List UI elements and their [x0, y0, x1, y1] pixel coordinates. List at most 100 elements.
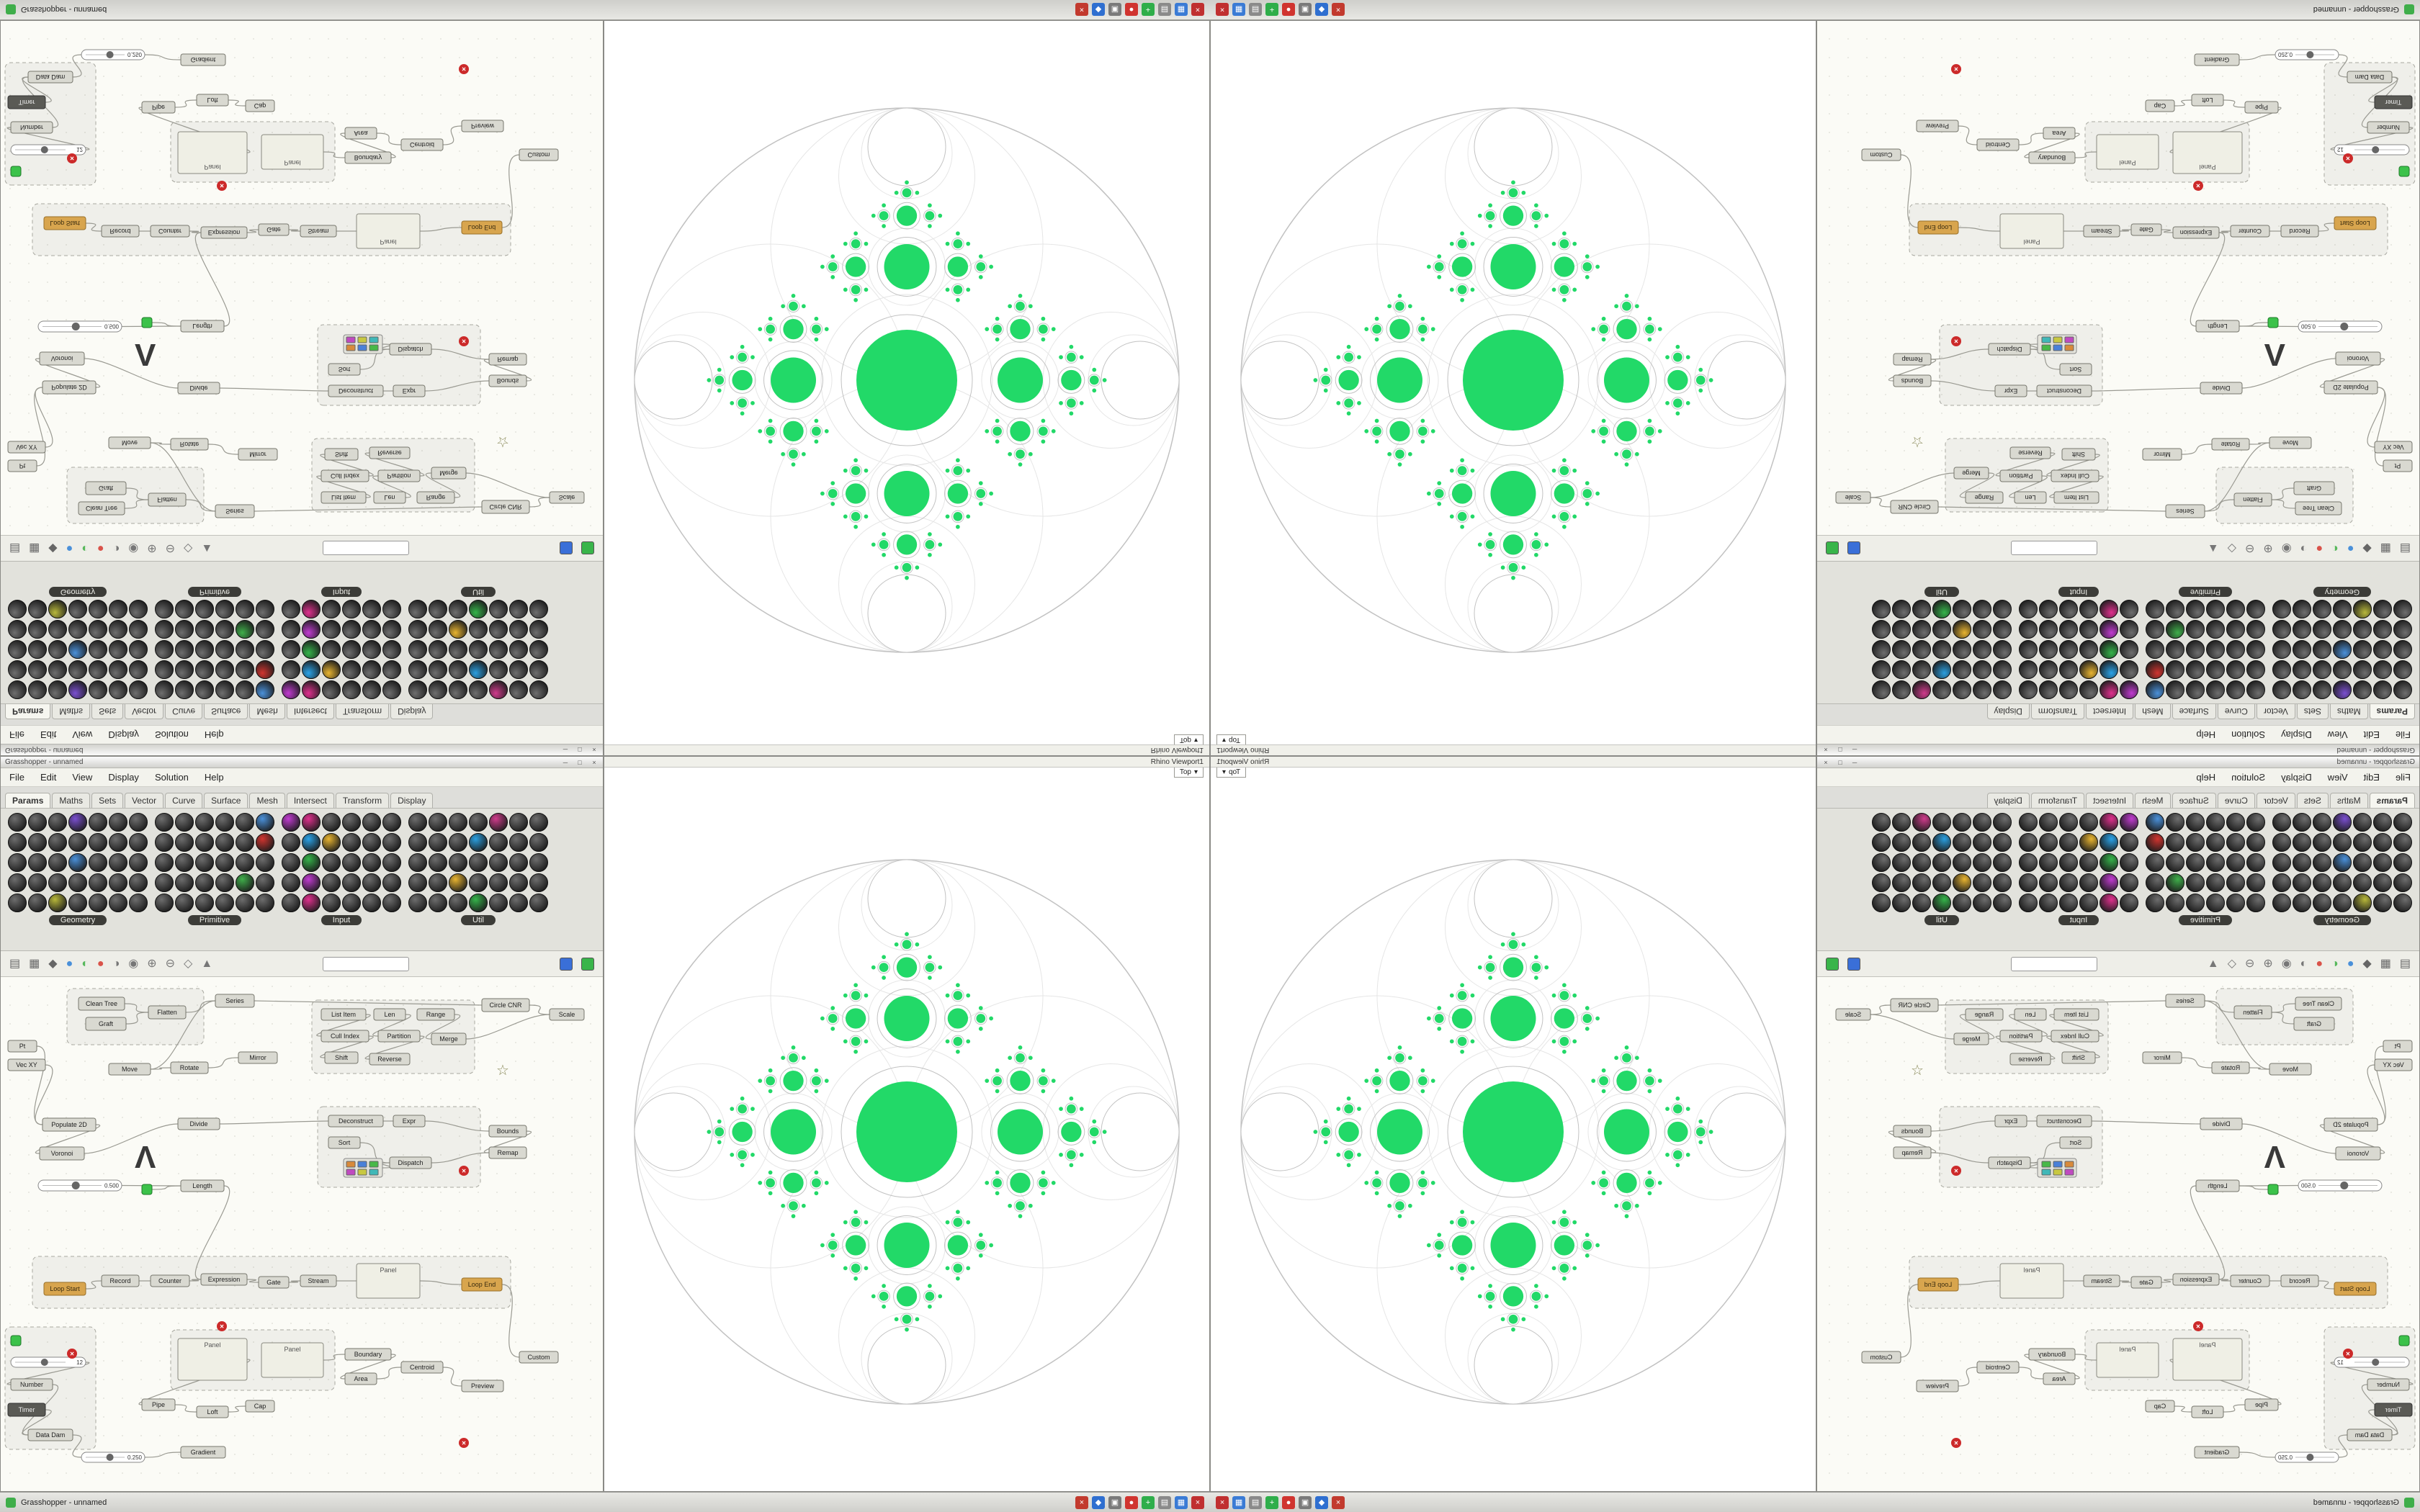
gh-node[interactable]: Expr — [1994, 384, 2027, 397]
grasshopper-taskbar-icon[interactable] — [6, 1497, 16, 1508]
gh-node[interactable]: Pt — [7, 459, 37, 472]
gh-node[interactable]: Circle CNR — [481, 998, 530, 1012]
component-icon[interactable] — [1932, 660, 1951, 679]
tab-params[interactable]: Params — [5, 793, 51, 808]
gh-node[interactable]: × — [1951, 64, 1961, 74]
component-icon[interactable] — [256, 833, 274, 852]
component-icon[interactable] — [2099, 833, 2118, 852]
component-icon[interactable] — [2059, 833, 2078, 852]
gh-node[interactable]: Custom — [1861, 1351, 1901, 1364]
gh-node[interactable]: Voronoi — [2335, 1146, 2381, 1161]
gh-node[interactable]: Clean Tree — [78, 996, 125, 1011]
component-icon[interactable] — [342, 894, 361, 912]
component-icon[interactable] — [2226, 620, 2245, 639]
gh-node[interactable] — [2037, 1158, 2077, 1178]
component-icon[interactable] — [1973, 620, 1991, 639]
component-icon[interactable] — [529, 873, 548, 892]
component-icon[interactable] — [236, 620, 254, 639]
gh-node[interactable]: Loop End — [461, 1277, 503, 1292]
gh-canvas-graph[interactable]: Clean Tree Graft Flatten Series List Item Len… — [1817, 977, 2419, 1493]
component-icon[interactable] — [195, 894, 214, 912]
component-icon[interactable] — [2272, 873, 2291, 892]
tray-app-silver[interactable]: ▤ — [1249, 3, 1262, 17]
gh-node[interactable]: Remap — [488, 1146, 527, 1159]
maximize-button[interactable]: □ — [1838, 758, 1842, 766]
preview-shaded-icon[interactable]: ● — [2347, 542, 2354, 555]
gh-node[interactable]: Series — [215, 504, 255, 518]
component-icon[interactable] — [1973, 600, 1991, 618]
component-icon[interactable] — [1953, 873, 1971, 892]
minimize-button[interactable]: ─ — [1852, 746, 1857, 754]
gh-node[interactable] — [2398, 1335, 2410, 1346]
component-icon[interactable] — [2079, 620, 2098, 639]
gh-node[interactable]: Clean Tree — [78, 501, 125, 516]
component-icon[interactable] — [382, 873, 401, 892]
gh-node[interactable]: Shift — [2061, 1051, 2096, 1064]
component-icon[interactable] — [2313, 640, 2331, 659]
component-icon[interactable] — [2059, 873, 2078, 892]
view-settings-icon[interactable]: ◉ — [2281, 957, 2292, 970]
component-icon[interactable] — [529, 620, 548, 639]
preview-wireframe-icon[interactable]: ◐ — [2331, 957, 2339, 970]
tab-mesh[interactable]: Mesh — [249, 793, 285, 808]
gh-node[interactable]: ☆ — [496, 433, 509, 449]
component-icon[interactable] — [2019, 680, 2038, 699]
component-icon[interactable] — [509, 813, 528, 832]
component-icon[interactable] — [256, 640, 274, 659]
component-icon[interactable] — [469, 620, 488, 639]
component-icon[interactable] — [129, 680, 148, 699]
component-icon[interactable] — [529, 600, 548, 618]
gh-node[interactable]: × — [2193, 1321, 2203, 1331]
component-icon[interactable] — [2226, 680, 2245, 699]
canvas-widget-blue[interactable] — [560, 541, 573, 555]
component-icon[interactable] — [509, 600, 528, 618]
component-icon[interactable] — [2146, 600, 2164, 618]
gh-node[interactable]: Merge — [431, 467, 467, 480]
tab-mesh[interactable]: Mesh — [249, 704, 285, 719]
gh-node[interactable]: Preview — [1916, 120, 1959, 132]
gh-node[interactable]: Expression — [200, 1273, 248, 1286]
gh-node[interactable]: Pt — [2383, 1040, 2413, 1053]
preview-wireframe-icon[interactable]: ◐ — [81, 542, 89, 555]
menu-view[interactable]: View — [72, 729, 93, 740]
gh-node[interactable]: × — [459, 1166, 469, 1176]
component-icon[interactable] — [2272, 853, 2291, 872]
component-icon[interactable] — [1892, 600, 1911, 618]
component-icon[interactable] — [28, 853, 47, 872]
tab-maths[interactable]: Maths — [2329, 793, 2368, 808]
component-icon[interactable] — [529, 660, 548, 679]
taskbar-window-title[interactable]: Grasshopper - unnamed — [2313, 1498, 2399, 1507]
component-icon[interactable] — [2059, 894, 2078, 912]
fractal-viewport-canvas[interactable] — [604, 768, 1209, 1491]
gh-node[interactable]: Panel — [2096, 134, 2159, 170]
tray-app-blue[interactable]: ◆ — [1092, 3, 1105, 17]
component-icon[interactable] — [109, 660, 127, 679]
gh-node[interactable]: Record — [101, 225, 140, 238]
gh-node[interactable]: Length — [2195, 1179, 2240, 1192]
component-icon[interactable] — [2039, 833, 2058, 852]
component-icon[interactable] — [1973, 640, 1991, 659]
component-icon[interactable] — [2353, 680, 2372, 699]
component-icon[interactable] — [2146, 813, 2164, 832]
gh-node[interactable]: Rotate — [170, 1061, 209, 1074]
gh-node[interactable]: Move — [2269, 436, 2312, 449]
component-icon[interactable] — [449, 853, 467, 872]
component-icon[interactable] — [302, 813, 321, 832]
display-mode-icon[interactable]: ◑ — [2300, 542, 2308, 555]
gh-node[interactable]: Dispatch — [1988, 1156, 2031, 1169]
gh-node[interactable]: Loft — [196, 1405, 229, 1418]
component-icon[interactable] — [2120, 660, 2138, 679]
component-icon[interactable] — [1932, 873, 1951, 892]
gh-node[interactable]: Dispatch — [389, 1156, 432, 1169]
gh-node[interactable]: × — [459, 336, 469, 346]
gh-node[interactable]: Range — [416, 1008, 455, 1021]
gh-node[interactable]: Loop Start — [2334, 216, 2377, 230]
component-icon[interactable] — [469, 660, 488, 679]
navigate-icon[interactable]: ◆ — [2362, 957, 2372, 970]
component-icon[interactable] — [469, 640, 488, 659]
gh-node[interactable]: Mirror — [2142, 448, 2182, 461]
gh-node[interactable]: Partition — [1999, 469, 2043, 482]
component-icon[interactable] — [408, 873, 427, 892]
component-icon[interactable] — [175, 813, 194, 832]
zoom-in-icon[interactable]: ⊕ — [147, 957, 157, 970]
